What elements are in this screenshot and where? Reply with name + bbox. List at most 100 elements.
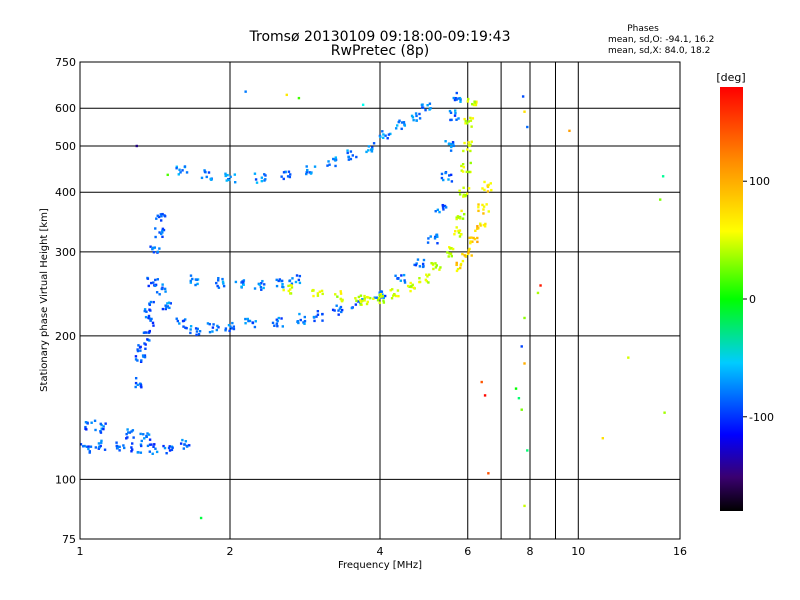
- data-point: [157, 215, 161, 219]
- data-point: [148, 438, 152, 441]
- data-point: [365, 150, 368, 154]
- data-point: [170, 448, 174, 452]
- data-point: [378, 301, 381, 305]
- data-point: [396, 277, 400, 280]
- data-point: [568, 129, 571, 133]
- data-point: [338, 307, 342, 310]
- data-point: [351, 154, 355, 157]
- data-point: [453, 114, 457, 117]
- data-point: [463, 254, 466, 257]
- data-point: [371, 147, 374, 151]
- data-point: [393, 293, 396, 297]
- data-point: [297, 278, 301, 282]
- data-point: [131, 442, 134, 445]
- data-point: [168, 445, 171, 448]
- data-point: [450, 180, 454, 183]
- data-point: [313, 319, 316, 323]
- data-point: [418, 277, 421, 280]
- data-point: [461, 259, 465, 263]
- data-point: [152, 445, 155, 448]
- data-point: [394, 294, 398, 298]
- data-point: [290, 282, 294, 285]
- data-point: [415, 262, 418, 265]
- data-point: [155, 450, 159, 454]
- data-point: [454, 230, 457, 233]
- data-point: [224, 172, 227, 175]
- data-point: [259, 285, 263, 289]
- data-point: [458, 215, 462, 219]
- data-point: [197, 333, 201, 336]
- data-point: [402, 273, 406, 277]
- data-point: [336, 295, 339, 298]
- data-point: [248, 319, 252, 323]
- data-point: [158, 247, 161, 250]
- data-point: [476, 236, 479, 240]
- data-point: [426, 103, 429, 107]
- data-point: [487, 472, 490, 475]
- data-point: [154, 278, 157, 282]
- data-point: [460, 169, 463, 172]
- data-point: [464, 119, 467, 123]
- data-point: [422, 258, 426, 262]
- data-point: [335, 304, 338, 307]
- data-point: [263, 283, 266, 286]
- data-point: [482, 208, 485, 211]
- data-point: [103, 448, 107, 451]
- data-point: [526, 125, 529, 129]
- data-point: [411, 283, 414, 287]
- data-point: [396, 124, 399, 127]
- data-point: [321, 312, 324, 316]
- data-point: [381, 130, 384, 133]
- data-point: [161, 231, 164, 234]
- data-point: [485, 203, 488, 206]
- data-point: [242, 280, 245, 284]
- data-point: [469, 143, 472, 146]
- data-point: [149, 300, 153, 304]
- data-point: [381, 295, 384, 298]
- data-point: [316, 292, 320, 295]
- data-point: [416, 258, 420, 261]
- colorbar: [720, 87, 743, 511]
- data-point: [140, 386, 143, 389]
- data-point: [258, 283, 261, 286]
- data-point: [97, 442, 101, 445]
- data-point: [254, 178, 258, 181]
- colorbar-tick-label: 0: [749, 293, 756, 306]
- data-point: [288, 279, 291, 283]
- data-point: [194, 283, 197, 287]
- data-point: [461, 252, 464, 256]
- data-point: [397, 294, 400, 298]
- data-point: [178, 322, 181, 325]
- data-point: [222, 282, 225, 285]
- data-point: [181, 169, 184, 172]
- data-point: [139, 382, 142, 385]
- data-point: [471, 240, 474, 243]
- data-point: [158, 231, 161, 234]
- data-point: [389, 132, 392, 136]
- data-point: [387, 133, 391, 136]
- data-point: [349, 157, 353, 161]
- data-point: [474, 103, 478, 107]
- data-point: [126, 428, 129, 431]
- data-point: [166, 173, 169, 177]
- data-point: [381, 293, 384, 296]
- data-point: [449, 111, 453, 114]
- data-point: [455, 263, 458, 266]
- data-point: [146, 432, 149, 435]
- data-point: [658, 198, 662, 201]
- data-point: [146, 444, 150, 448]
- data-point: [409, 289, 412, 293]
- data-point: [171, 446, 174, 449]
- data-point: [331, 308, 335, 312]
- data-point: [261, 279, 264, 283]
- data-point: [136, 348, 139, 351]
- plot-frame: [79, 61, 681, 540]
- data-point: [167, 446, 171, 450]
- data-point: [290, 286, 294, 289]
- data-point: [467, 187, 471, 190]
- data-point: [132, 436, 135, 439]
- data-point: [217, 286, 221, 289]
- data-point: [451, 142, 455, 145]
- data-point: [460, 209, 463, 213]
- data-point: [383, 294, 387, 298]
